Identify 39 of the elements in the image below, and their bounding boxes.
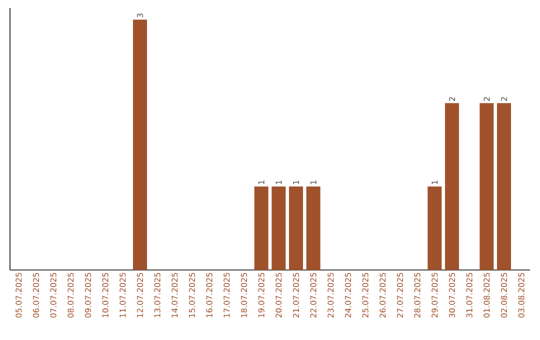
x-tick-label: 30.07.2025 — [448, 272, 456, 318]
data-label: 1 — [258, 180, 264, 184]
data-label: 1 — [276, 180, 282, 184]
x-tick-label: 01.08.2025 — [484, 272, 490, 318]
x-tick-label: 19.07.2025 — [258, 272, 264, 318]
x-tick-label: 05.07.2025 — [16, 272, 22, 318]
data-label: 2 — [484, 97, 490, 101]
data-label: 1 — [432, 180, 438, 184]
x-tick-label: 27.07.2025 — [396, 272, 404, 318]
x-tick-label: 13.07.2025 — [154, 272, 160, 318]
x-tick-label: 08.07.2025 — [68, 272, 74, 318]
x-tick-label: 15.07.2025 — [188, 272, 196, 318]
data-label: 3 — [136, 14, 144, 18]
x-tick-label: 22.07.2025 — [310, 272, 316, 318]
x-tick-label: 17.07.2025 — [224, 272, 230, 318]
x-tick-label: 25.07.2025 — [362, 272, 368, 318]
x-tick-label: 20.07.2025 — [276, 272, 282, 318]
x-tick-label: 10.07.2025 — [102, 272, 108, 318]
data-label: 2 — [449, 97, 455, 101]
x-tick-label: 31.07.2025 — [466, 272, 472, 318]
x-tick-label: 12.07.2025 — [136, 272, 144, 318]
x-tick-label: 14.07.2025 — [172, 272, 178, 318]
data-label: 2 — [501, 97, 507, 101]
x-tick-label: 02.08.2025 — [500, 272, 508, 318]
x-tick-label: 23.07.2025 — [328, 272, 334, 318]
data-label: 1 — [293, 180, 299, 184]
x-tick-label: 21.07.2025 — [292, 272, 300, 318]
x-tick-label: 07.07.2025 — [50, 272, 56, 318]
x-tick-label: 29.07.2025 — [432, 272, 438, 318]
x-tick-label: 26.07.2025 — [380, 272, 386, 318]
data-label: 1 — [310, 180, 316, 184]
x-tick-label: 28.07.2025 — [414, 272, 420, 318]
x-tick-label: 09.07.2025 — [84, 272, 92, 318]
x-tick-label: 18.07.2025 — [240, 272, 248, 318]
x-tick-label: 06.07.2025 — [32, 272, 40, 318]
x-tick-label: 24.07.2025 — [344, 272, 352, 318]
x-tick-label: 16.07.2025 — [206, 272, 212, 318]
x-tick-label: 03.08.2025 — [518, 272, 524, 318]
x-tick-label: 11.07.2025 — [120, 272, 126, 318]
